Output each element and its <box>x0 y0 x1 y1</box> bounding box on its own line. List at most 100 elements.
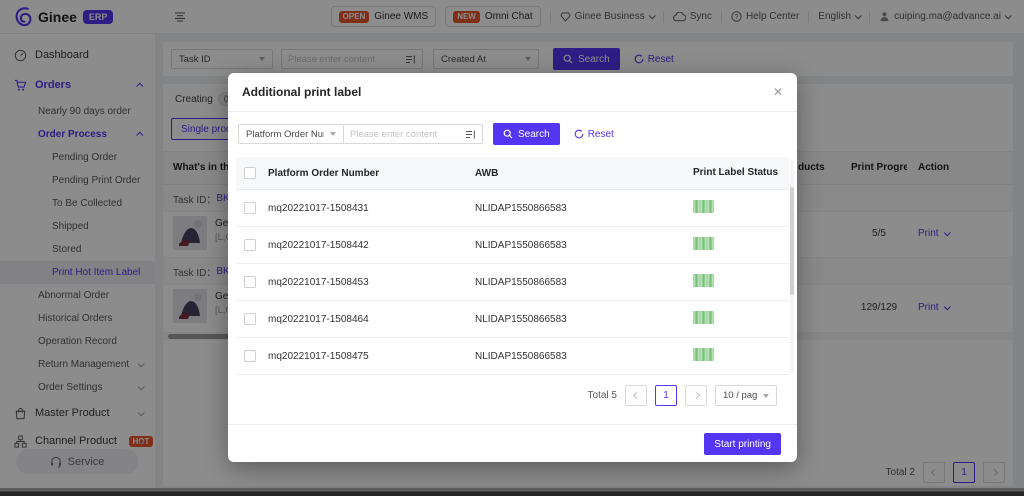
product-name: Gens <box>215 218 239 229</box>
print-progress-value: 5/5 <box>872 228 886 239</box>
service-button[interactable]: Service <box>16 449 138 474</box>
page-number-button[interactable]: 1 <box>655 385 677 406</box>
row-checkbox[interactable] <box>244 313 256 325</box>
sidebar-item-return-management[interactable]: Return Management <box>0 353 155 376</box>
page-number-button[interactable]: 1 <box>953 462 975 483</box>
ginee-business-label: Ginee Business <box>574 11 645 22</box>
modal-reset-button-label: Reset <box>587 128 614 140</box>
order-number: mq20221017-1508475 <box>268 350 369 362</box>
platform-order-number-select[interactable]: Platform Order Number <box>238 124 344 144</box>
user-menu[interactable]: cuiping.ma@advance.ai <box>879 11 1012 22</box>
ginee-wms-button[interactable]: OPEN Ginee WMS <box>330 6 437 27</box>
ginee-wms-label: Ginee WMS <box>374 11 429 22</box>
print-action[interactable]: Print <box>918 302 951 313</box>
task-product-row: Gens [L,C 5/5 Print <box>163 212 1013 258</box>
table-row: mq20221017-1508475 NLIDAP1550866583 <box>236 338 789 375</box>
task-id-link[interactable]: BK <box>216 192 230 204</box>
channel-product-label: Channel Product <box>35 435 117 447</box>
ginee-business-menu[interactable]: Ginee Business <box>560 11 656 22</box>
sync-button[interactable]: Sync <box>672 11 712 22</box>
sidebar-item-nearly-90-days-order[interactable]: Nearly 90 days order <box>0 100 155 123</box>
creating-label: Creating <box>175 93 213 105</box>
row-checkbox[interactable] <box>244 276 256 288</box>
help-center-button[interactable]: ? Help Center <box>731 11 799 22</box>
task-search-input[interactable] <box>288 53 401 65</box>
start-printing-button[interactable]: Start printing <box>704 433 781 455</box>
task-id-link[interactable]: BK <box>216 265 230 277</box>
sidebar-item-channel-product[interactable]: Channel Product HOT <box>0 427 155 455</box>
language-menu[interactable]: English <box>818 11 862 22</box>
sidebar-item-print-hot-item-label[interactable]: Print Hot Item Label <box>0 261 155 284</box>
created-at-select[interactable]: Created At <box>433 49 539 69</box>
row-checkbox[interactable] <box>244 202 256 214</box>
modal-search-button[interactable]: Search <box>493 123 560 145</box>
sidebar-item-master-product[interactable]: Master Product <box>0 399 155 427</box>
to-be-collected-label: To Be Collected <box>52 198 123 209</box>
table-header-row: Platform Order Number AWB Print Label St… <box>236 157 789 190</box>
return-management-label: Return Management <box>38 359 130 370</box>
sidebar-item-order-settings[interactable]: Order Settings <box>0 376 155 399</box>
barcode-status-icon <box>693 274 714 287</box>
sidebar: Dashboard Orders Nearly 90 days order Or… <box>0 34 155 488</box>
next-page-button[interactable] <box>685 385 707 406</box>
sidebar-item-to-be-collected[interactable]: To Be Collected <box>0 192 155 215</box>
sidebar-item-stored[interactable]: Stored <box>0 238 155 261</box>
task-id-select[interactable]: Task ID <box>171 49 273 69</box>
sidebar-item-pending-order[interactable]: Pending Order <box>0 146 155 169</box>
modal-header: Additional print label ✕ <box>228 73 797 112</box>
service-label: Service <box>67 455 105 468</box>
tab-single-product-label: Single produ <box>181 123 238 135</box>
prev-page-button[interactable] <box>625 385 647 406</box>
reset-icon <box>634 54 644 64</box>
orders-label: Orders <box>35 79 72 91</box>
next-page-button[interactable] <box>983 462 1005 483</box>
select-all-checkbox[interactable] <box>244 167 256 179</box>
batch-input-icon[interactable] <box>405 54 416 65</box>
omni-chat-label: Omni Chat <box>484 11 533 22</box>
platform-order-number-select-value: Platform Order Number <box>246 128 324 140</box>
order-search-inputbox <box>343 124 483 144</box>
total-count: Total 5 <box>587 390 617 401</box>
reset-button[interactable]: Reset <box>634 54 674 65</box>
omni-chat-button[interactable]: NEW Omni Chat <box>445 6 541 27</box>
row-checkbox[interactable] <box>244 350 256 362</box>
sidebar-collapse-icon[interactable] <box>173 11 187 23</box>
sidebar-item-abnormal-order[interactable]: Abnormal Order <box>0 284 155 307</box>
page-size-select[interactable]: 10 / page <box>715 385 777 406</box>
table-row: mq20221017-1508464 NLIDAP1550866583 <box>236 301 789 338</box>
sidebar-item-shipped[interactable]: Shipped <box>0 215 155 238</box>
batch-input-icon[interactable] <box>465 129 476 140</box>
close-icon[interactable]: ✕ <box>772 85 783 99</box>
order-process-label: Order Process <box>38 129 107 140</box>
sidebar-item-orders[interactable]: Orders <box>0 70 155 100</box>
order-number: mq20221017-1508464 <box>268 313 369 325</box>
prev-page-button[interactable] <box>923 462 945 483</box>
awb-number: NLIDAP1550866583 <box>475 276 567 288</box>
search-icon <box>563 54 573 64</box>
sidebar-item-historical-orders[interactable]: Historical Orders <box>0 307 155 330</box>
vertical-scrollbar[interactable] <box>790 159 794 373</box>
modal-reset-button[interactable]: Reset <box>574 129 614 140</box>
caret-down-icon <box>763 393 769 398</box>
barcode-status-icon <box>693 200 714 213</box>
row-checkbox[interactable] <box>244 239 256 251</box>
hot-badge: HOT <box>128 435 153 447</box>
scrollbar-thumb[interactable] <box>790 187 794 295</box>
open-badge: OPEN <box>338 10 370 23</box>
awb-number: NLIDAP1550866583 <box>475 202 567 214</box>
sidebar-item-pending-print-order[interactable]: Pending Print Order <box>0 169 155 192</box>
help-center-label: Help Center <box>745 11 800 22</box>
order-search-input[interactable] <box>350 128 461 140</box>
sidebar-item-dashboard[interactable]: Dashboard <box>0 40 155 70</box>
sidebar-item-operation-record[interactable]: Operation Record <box>0 330 155 353</box>
stored-label: Stored <box>52 244 82 255</box>
cart-icon <box>14 79 27 92</box>
search-button[interactable]: Search <box>553 48 620 70</box>
sidebar-item-order-process[interactable]: Order Process <box>0 123 155 146</box>
divider <box>869 10 871 23</box>
col-products: ducts <box>798 162 825 173</box>
print-action[interactable]: Print <box>918 228 951 239</box>
cloud-sync-icon <box>672 11 686 22</box>
col-action: Action <box>918 162 950 173</box>
chevron-left-icon <box>632 391 640 400</box>
